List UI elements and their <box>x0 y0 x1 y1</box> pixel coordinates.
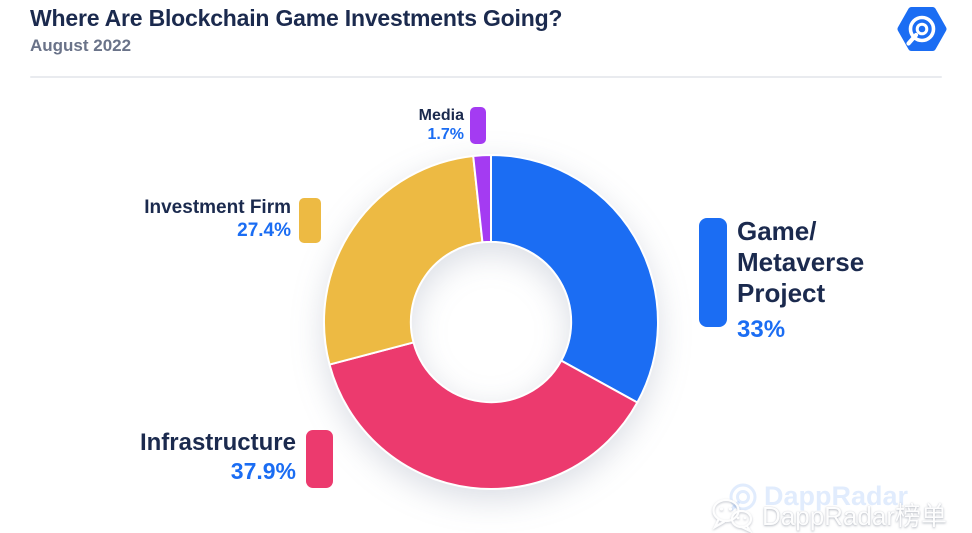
label-media-pct: 1.7% <box>427 126 464 143</box>
legend-swatch-infrastructure <box>306 430 333 488</box>
label-investment-firm-pct: 27.4% <box>237 220 291 241</box>
wechat-watermark: DappRadar榜单 <box>710 496 947 533</box>
radar-watermark-icon <box>729 483 757 511</box>
dappradar-logo-icon <box>897 7 947 51</box>
legend-swatch-game-metaverse <box>699 218 727 327</box>
wechat-icon <box>712 498 753 533</box>
donut-segment-investment-firm <box>323 154 484 366</box>
label-game-metaverse-name: Game/ Metaverse Project <box>737 216 865 308</box>
page-subtitle: August 2022 <box>30 36 132 55</box>
legend-swatch-investment-firm <box>299 198 321 243</box>
label-infrastructure-name: Infrastructure <box>139 429 296 456</box>
legend-swatch-media <box>470 107 486 144</box>
label-infrastructure: Infrastructure 37.9% <box>41 428 296 486</box>
label-media-name: Media <box>418 107 464 124</box>
donut-segment-media <box>472 154 492 244</box>
label-investment-firm-name: Investment Firm <box>144 197 291 218</box>
donut-segment-game-metaverse-project <box>490 154 659 404</box>
donut-chart <box>323 154 659 490</box>
dappradar-watermark: DappRadar <box>728 481 908 512</box>
label-game-metaverse: Game/ Metaverse Project 33% <box>737 216 864 345</box>
header-divider <box>30 76 942 78</box>
label-game-metaverse-pct: 33% <box>737 316 786 343</box>
label-infrastructure-pct: 37.9% <box>230 458 296 484</box>
dappradar-watermark-text: DappRadar <box>764 481 909 511</box>
label-media: Media 1.7% <box>314 106 464 144</box>
wechat-watermark-text: DappRadar榜单 <box>762 501 947 531</box>
label-investment-firm: Investment Firm 27.4% <box>41 196 291 242</box>
page-title: Where Are Blockchain Game Investments Go… <box>30 5 563 31</box>
donut-segment-infrastructure <box>328 341 639 490</box>
